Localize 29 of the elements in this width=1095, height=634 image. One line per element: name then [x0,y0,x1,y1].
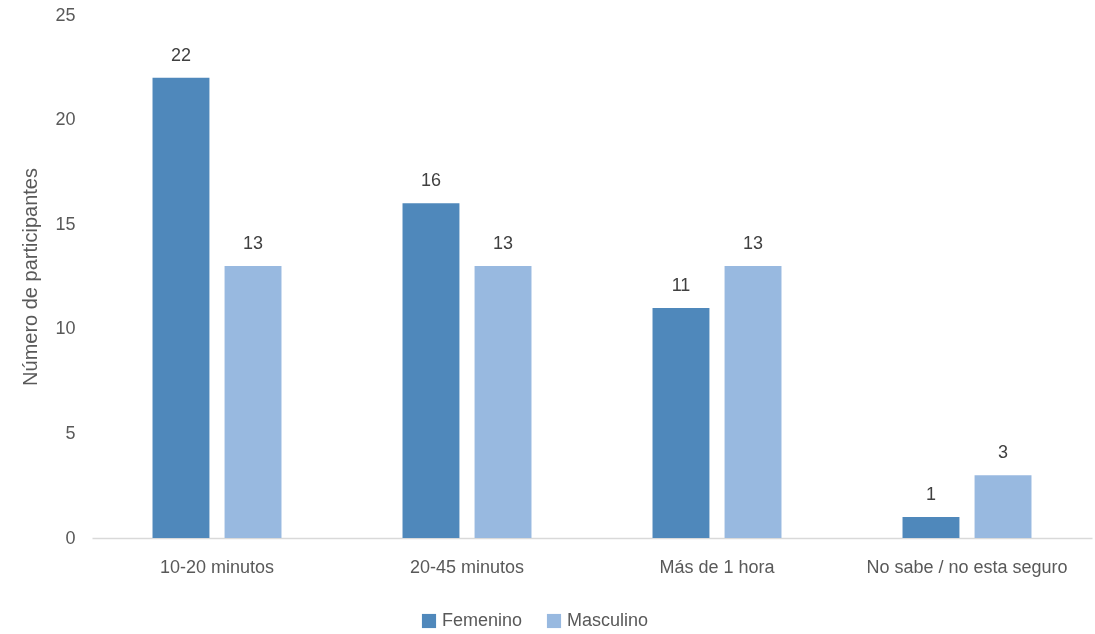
x-tick-label: 20-45 minutos [409,556,525,577]
data-label: 13 [493,233,514,254]
y-axis-title: Número de participantes [19,168,42,386]
data-label: 13 [243,233,264,254]
data-label: 16 [420,170,441,191]
y-tick-label: 25 [55,4,76,25]
bar [224,266,282,538]
bar [402,203,460,538]
legend-label: Masculino [567,610,649,630]
y-tick-label: 20 [55,109,76,130]
data-label: 11 [671,274,691,295]
data-label: 22 [170,44,191,65]
y-tick-label: 5 [65,422,76,443]
bar [152,77,210,538]
bar [474,266,532,538]
bar [902,517,960,538]
data-label: 1 [925,484,936,505]
x-tick-label: No sabe / no esta seguro [866,556,1068,577]
x-tick-label: Más de 1 hora [659,556,776,577]
y-tick-label: 0 [65,527,76,548]
bar [724,266,782,538]
y-tick-label: 10 [55,318,76,339]
bar [974,475,1032,538]
legend-label: Femenino [442,610,523,630]
data-label: 3 [998,442,1009,463]
bar [652,307,710,538]
x-tick-label: 10-20 minutos [159,556,275,577]
data-label: 13 [743,233,764,254]
y-tick-label: 15 [55,213,76,234]
